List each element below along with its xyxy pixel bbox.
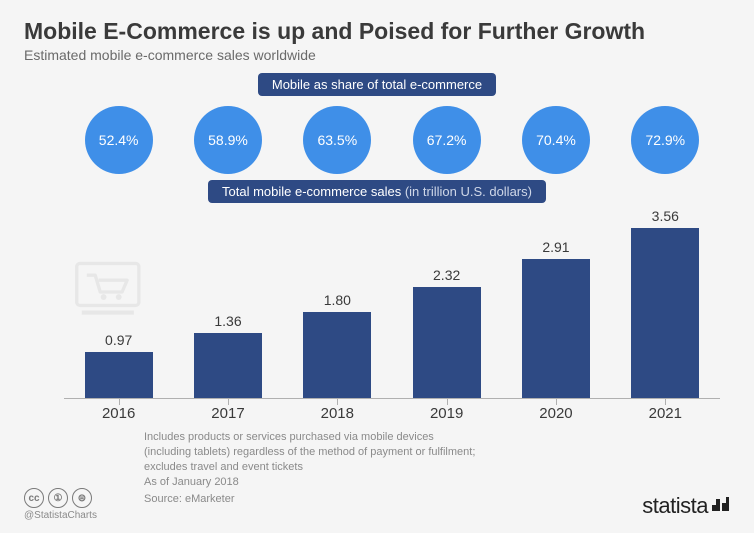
- footnote: Includes products or services purchased …: [144, 430, 730, 489]
- bar-chart: 0.97 1.36 1.80 2.32 2.91 3.56: [64, 209, 720, 399]
- x-axis: 2016 2017 2018 2019 2020 2021: [64, 399, 720, 422]
- share-circle: 72.9%: [631, 106, 699, 174]
- share-badge-row: Mobile as share of total e-commerce: [24, 73, 730, 96]
- footnote-line: (including tablets) regardless of the me…: [144, 445, 730, 460]
- bar: [303, 312, 371, 398]
- share-circles: 52.4% 58.9% 63.5% 67.2% 70.4% 72.9%: [24, 100, 730, 174]
- sales-badge-note: (in trillion U.S. dollars): [401, 184, 532, 199]
- x-axis-label: 2021: [611, 405, 720, 422]
- footnote-line: As of January 2018: [144, 475, 730, 490]
- bar-col: 1.80: [283, 292, 392, 398]
- bar: [522, 259, 590, 398]
- x-axis-label: 2019: [392, 405, 501, 422]
- x-axis-label: 2020: [502, 405, 611, 422]
- cc-icons: cc ① ⊜: [24, 488, 92, 508]
- footnote-line: excludes travel and event tickets: [144, 460, 730, 475]
- bar-col: 2.32: [392, 267, 501, 398]
- nd-icon: ⊜: [72, 488, 92, 508]
- share-circle: 52.4%: [85, 106, 153, 174]
- sales-badge: Total mobile e-commerce sales (in trilli…: [208, 180, 546, 203]
- bar: [85, 352, 153, 398]
- page-subtitle: Estimated mobile e-commerce sales worldw…: [24, 47, 730, 63]
- share-circle: 70.4%: [522, 106, 590, 174]
- bar: [413, 287, 481, 398]
- page-title: Mobile E-Commerce is up and Poised for F…: [24, 18, 730, 45]
- x-axis-label: 2018: [283, 405, 392, 422]
- share-circle: 67.2%: [413, 106, 481, 174]
- logo-text: statista: [642, 493, 708, 518]
- bar-value-label: 2.32: [433, 267, 460, 283]
- share-circle: 63.5%: [303, 106, 371, 174]
- bar-col: 0.97: [64, 332, 173, 398]
- statista-logo: statista: [642, 493, 730, 519]
- twitter-handle: @StatistaCharts: [24, 510, 97, 521]
- bar-value-label: 3.56: [652, 208, 679, 224]
- sales-badge-text: Total mobile e-commerce sales: [222, 184, 401, 199]
- by-icon: ①: [48, 488, 68, 508]
- bar-value-label: 0.97: [105, 332, 132, 348]
- share-circle: 58.9%: [194, 106, 262, 174]
- logo-mark-icon: [710, 493, 730, 519]
- x-axis-label: 2017: [174, 405, 283, 422]
- bar: [631, 228, 699, 398]
- bar: [194, 333, 262, 398]
- share-badge: Mobile as share of total e-commerce: [258, 73, 496, 96]
- bar-value-label: 1.36: [214, 313, 241, 329]
- bar-value-label: 2.91: [542, 239, 569, 255]
- bar-col: 3.56: [611, 208, 720, 398]
- sales-badge-row: Total mobile e-commerce sales (in trilli…: [24, 180, 730, 203]
- bars-container: 0.97 1.36 1.80 2.32 2.91 3.56: [64, 209, 720, 398]
- cc-icon: cc: [24, 488, 44, 508]
- bar-col: 1.36: [174, 313, 283, 398]
- bar-value-label: 1.80: [324, 292, 351, 308]
- bar-col: 2.91: [502, 239, 611, 398]
- footnote-line: Includes products or services purchased …: [144, 430, 730, 445]
- x-axis-label: 2016: [64, 405, 173, 422]
- license-block: cc ① ⊜ @StatistaCharts: [24, 488, 97, 521]
